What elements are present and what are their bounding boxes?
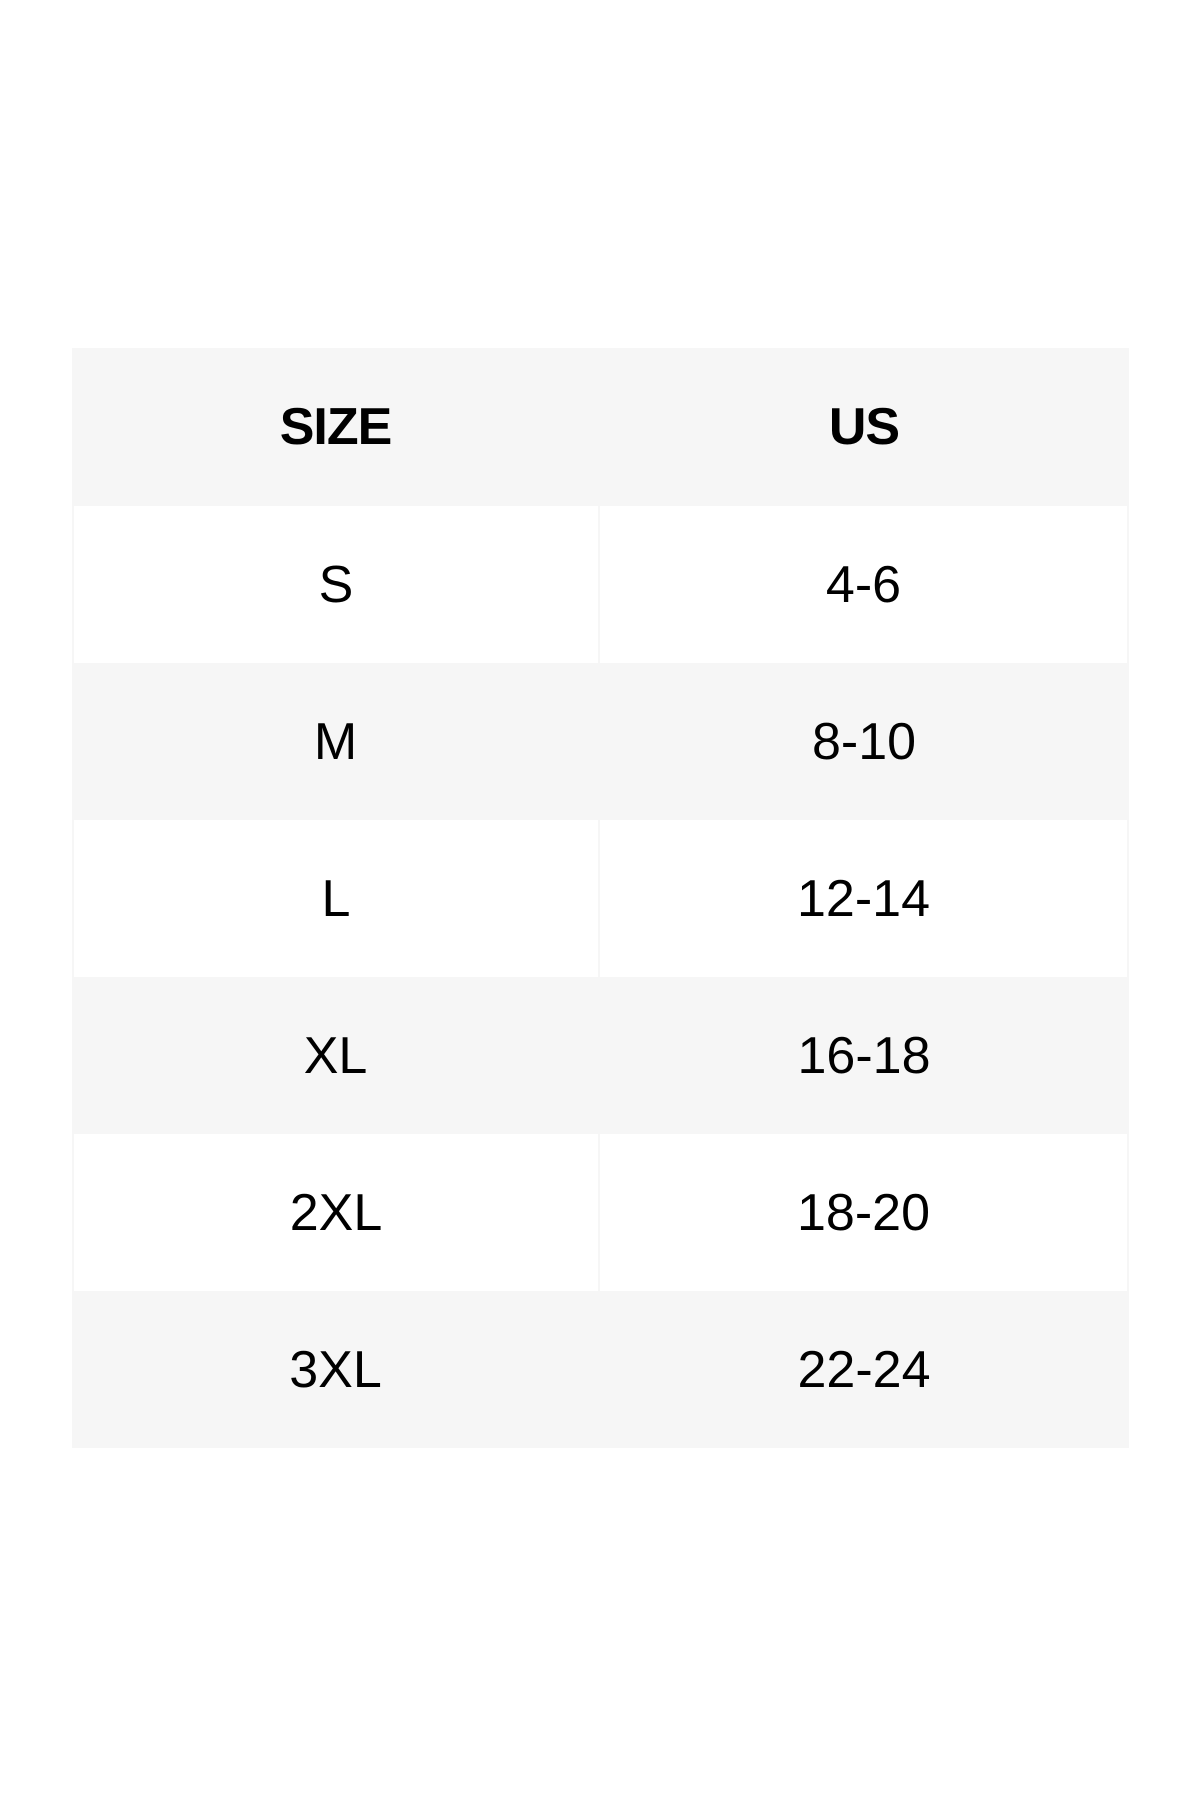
- table-header-row: SIZE US: [72, 348, 1129, 506]
- table-row: L 12-14: [72, 820, 1129, 977]
- us-cell: 22-24: [599, 1291, 1129, 1448]
- table-row: 3XL 22-24: [72, 1291, 1129, 1448]
- table-row: 2XL 18-20: [72, 1134, 1129, 1291]
- size-cell: M: [72, 663, 599, 820]
- us-cell: 18-20: [600, 1134, 1127, 1291]
- size-cell: XL: [72, 977, 599, 1134]
- us-cell: 16-18: [599, 977, 1129, 1134]
- size-cell: L: [74, 820, 598, 977]
- us-cell: 4-6: [600, 506, 1127, 663]
- us-cell: 12-14: [600, 820, 1127, 977]
- table-row: XL 16-18: [72, 977, 1129, 1134]
- size-chart-table: SIZE US S 4-6 M 8-10 L 12-14 XL 16-18 2X…: [72, 348, 1129, 1448]
- size-cell: 3XL: [72, 1291, 599, 1448]
- header-size: SIZE: [279, 398, 393, 456]
- header-us: US: [828, 398, 900, 456]
- size-cell: 2XL: [74, 1134, 598, 1291]
- table-row: M 8-10: [72, 663, 1129, 820]
- table-row: S 4-6: [72, 506, 1129, 663]
- us-cell: 8-10: [599, 663, 1129, 820]
- size-cell: S: [74, 506, 598, 663]
